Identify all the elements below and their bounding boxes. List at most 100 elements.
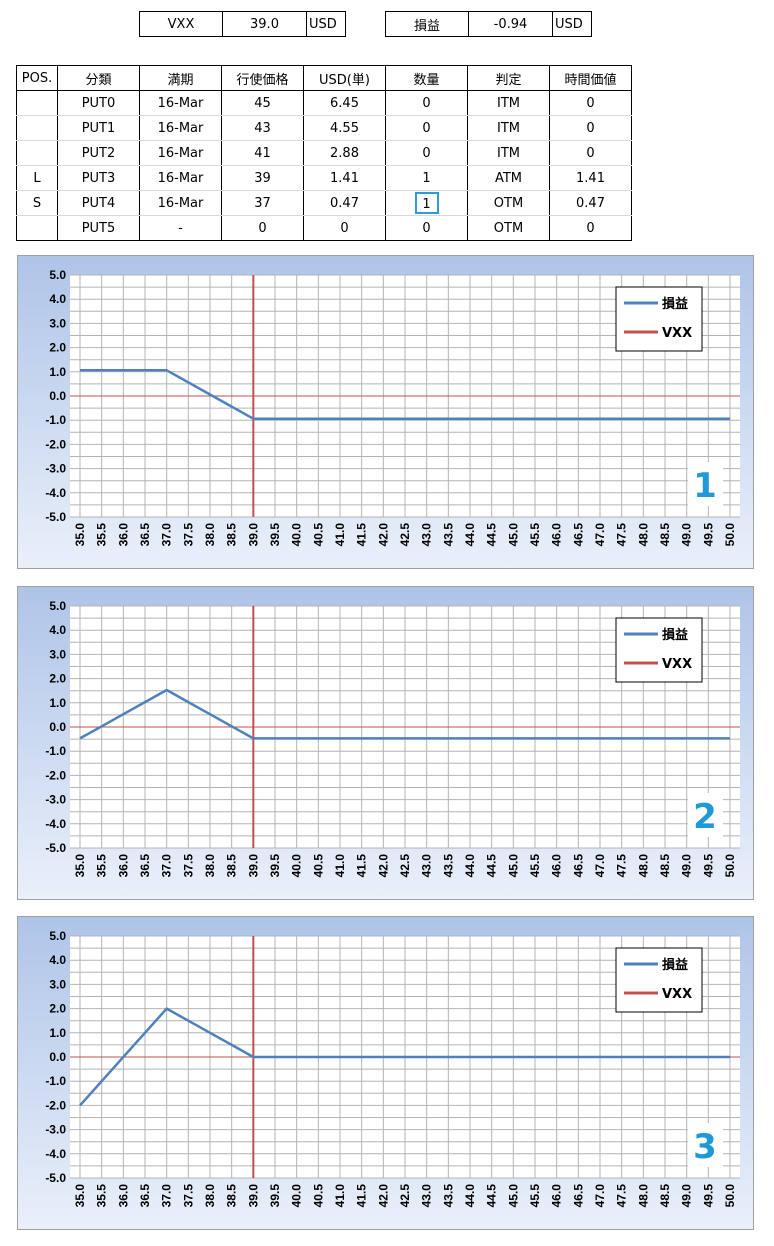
- vxx-label: VXX: [139, 11, 223, 37]
- table-cell: 16-Mar: [139, 190, 222, 216]
- pl-data-point: [404, 1056, 406, 1058]
- pl-data-point: [512, 737, 514, 739]
- x-tick-label: 41.0: [333, 1184, 347, 1208]
- table-cell: 0: [549, 90, 632, 116]
- pl-data-point: [187, 381, 189, 383]
- pl-data-point: [79, 1104, 81, 1106]
- pl-data-point: [469, 418, 471, 420]
- x-tick-label: 40.0: [290, 523, 304, 547]
- pl-value[interactable]: -0.94: [468, 11, 553, 37]
- x-tick-label: 38.0: [203, 1184, 217, 1208]
- y-tick-label: -2.0: [45, 437, 66, 451]
- x-tick-label: 49.5: [701, 854, 715, 878]
- table-cell: 1.41: [303, 165, 386, 191]
- table-cell: [16, 115, 58, 141]
- pl-data-point: [382, 418, 384, 420]
- table-cell: 16-Mar: [139, 165, 222, 191]
- vxx-value[interactable]: 39.0: [222, 11, 307, 37]
- pl-data-point: [296, 418, 298, 420]
- pl-data-point: [426, 737, 428, 739]
- y-tick-label: 3.0: [49, 316, 66, 330]
- table-cell: 4.55: [303, 115, 386, 141]
- x-tick-label: 38.0: [203, 854, 217, 878]
- pl-data-point: [317, 737, 319, 739]
- pl-data-point: [101, 1080, 103, 1082]
- x-tick-label: 38.5: [225, 523, 239, 547]
- table-cell[interactable]: 0: [385, 140, 468, 166]
- x-tick-label: 46.5: [571, 1184, 585, 1208]
- y-tick-label: -1.0: [45, 744, 66, 758]
- pl-data-point: [599, 418, 601, 420]
- pl-data-point: [166, 1008, 168, 1010]
- chart-number-label: 1: [693, 466, 717, 506]
- pl-data-point: [577, 418, 579, 420]
- pl-data-point: [599, 737, 601, 739]
- table-cell[interactable]: 0: [385, 215, 468, 241]
- pl-data-point: [361, 737, 363, 739]
- pl-data-point: [101, 725, 103, 727]
- table-cell: S: [16, 190, 58, 216]
- pl-data-point: [361, 418, 363, 420]
- pl-chart-1: 5.0 4.0 3.0 2.0 1.0 0.0 -1.0 -2.0 -3.0 -4.0 -5.0 35…: [17, 255, 754, 569]
- table-cell: 41: [221, 140, 304, 166]
- table-cell[interactable]: 0: [385, 115, 468, 141]
- table-cell: 16-Mar: [139, 140, 222, 166]
- legend-label: 損益: [662, 627, 688, 643]
- pl-data-point: [317, 418, 319, 420]
- pl-data-point: [122, 369, 124, 371]
- pl-data-point: [621, 418, 623, 420]
- pl-data-point: [231, 406, 233, 408]
- y-tick-label: -4.0: [45, 486, 66, 500]
- pl-data-point: [491, 737, 493, 739]
- x-tick-label: 41.5: [355, 523, 369, 547]
- x-tick-label: 47.0: [593, 854, 607, 878]
- x-tick-label: 45.0: [506, 1184, 520, 1208]
- table-cell: 2.88: [303, 140, 386, 166]
- pl-box: 損益 -0.94 USD: [385, 11, 592, 37]
- column-header: 行使価格: [221, 65, 304, 91]
- table-cell[interactable]: 1: [385, 165, 468, 191]
- table-cell[interactable]: 1: [385, 190, 468, 216]
- pl-data-point: [361, 1056, 363, 1058]
- table-cell: 45: [221, 90, 304, 116]
- x-tick-label: 46.0: [550, 523, 564, 547]
- x-tick-label: 42.0: [376, 523, 390, 547]
- x-tick-label: 48.0: [636, 854, 650, 878]
- vxx-price-box: VXX 39.0 USD: [139, 11, 346, 37]
- pl-data-point: [707, 1056, 709, 1058]
- x-tick-label: 49.0: [680, 854, 694, 878]
- x-tick-label: 37.5: [181, 1184, 195, 1208]
- pl-chart-2: 5.0 4.0 3.0 2.0 1.0 0.0 -1.0 -2.0 -3.0 -4.0 -5.0 35…: [17, 586, 754, 900]
- x-tick-label: 48.5: [658, 523, 672, 547]
- pl-data-point: [534, 737, 536, 739]
- pl-data-point: [339, 418, 341, 420]
- pl-data-point: [447, 737, 449, 739]
- y-tick-label: 0.0: [49, 389, 66, 403]
- table-header-row: POS. 分類 満期 行使価格 USD(単) 数量 判定 時間価値: [16, 65, 632, 91]
- chart-svg: 5.0 4.0 3.0 2.0 1.0 0.0 -1.0 -2.0 -3.0 -4.0 -5.0 35…: [45, 268, 740, 547]
- x-tick-label: 37.5: [181, 854, 195, 878]
- table-cell: 0.47: [549, 190, 632, 216]
- pl-data-point: [166, 369, 168, 371]
- pl-data-point: [426, 1056, 428, 1058]
- x-tick-label: 42.5: [398, 523, 412, 547]
- pl-data-point: [144, 701, 146, 703]
- selected-quantity-cell[interactable]: 1: [414, 192, 439, 214]
- pl-data-point: [599, 1056, 601, 1058]
- y-tick-label: -5.0: [45, 841, 66, 855]
- x-tick-label: 49.5: [701, 523, 715, 547]
- chart-number-label: 3: [693, 1127, 717, 1167]
- table-cell: PUT4: [57, 190, 140, 216]
- table-cell[interactable]: 0: [385, 90, 468, 116]
- x-tick-label: 41.5: [355, 1184, 369, 1208]
- pl-data-point: [404, 737, 406, 739]
- x-tick-label: 37.0: [160, 1184, 174, 1208]
- x-tick-label: 38.0: [203, 523, 217, 547]
- table-row: S PUT4 16-Mar 37 0.47 1 OTM 0.47: [16, 190, 632, 216]
- pl-chart-3: 5.0 4.0 3.0 2.0 1.0 0.0 -1.0 -2.0 -3.0 -4.0 -5.0 35…: [17, 916, 754, 1230]
- chart-number-badge: [688, 1123, 723, 1167]
- legend-label: VXX: [662, 987, 692, 1002]
- x-tick-label: 43.0: [420, 523, 434, 547]
- x-tick-label: 45.5: [528, 854, 542, 878]
- x-tick-label: 44.0: [463, 523, 477, 547]
